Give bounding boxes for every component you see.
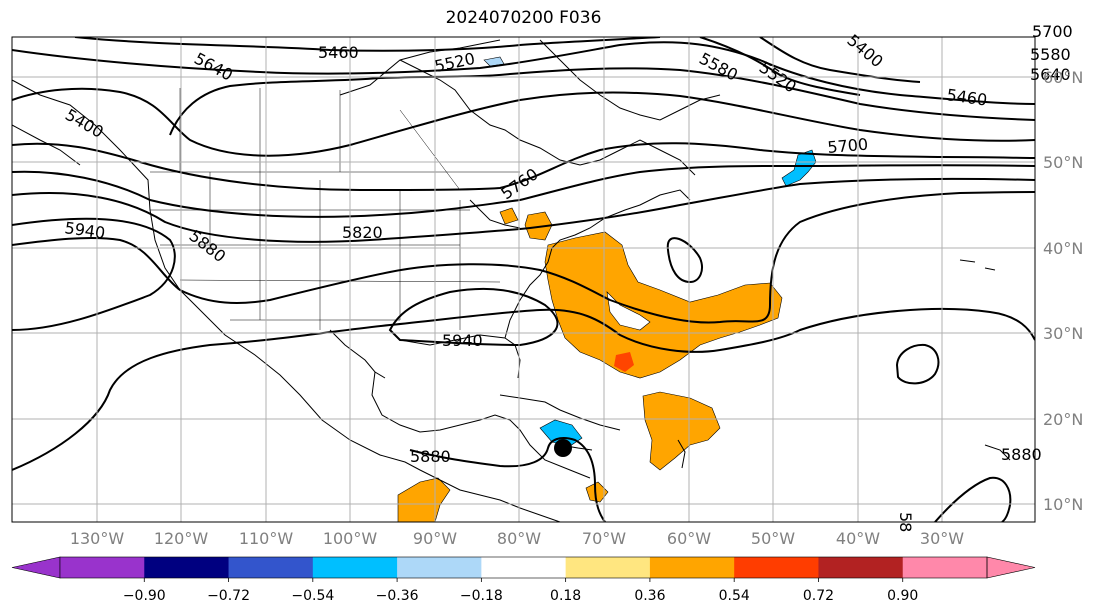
contour-label: 5640 <box>191 49 236 85</box>
colorbar-tick-label: −0.36 <box>376 588 419 604</box>
gridlines <box>12 37 1035 522</box>
colorbar-tick-label: −0.90 <box>123 588 166 604</box>
contour-label: 5700 <box>827 135 869 157</box>
colorbar-swatch <box>902 557 988 578</box>
contour-label: 5400 <box>62 105 107 142</box>
colorbar-outline <box>59 556 988 579</box>
colorbar-swatch <box>734 557 819 578</box>
longitude-label: 100°W <box>323 529 378 548</box>
state-borders <box>150 88 520 330</box>
contour-label: 5940 <box>442 331 483 350</box>
colorbar-tick-label: 0.36 <box>634 588 665 604</box>
colorbar-tick-label: 0.72 <box>803 588 834 604</box>
colorbar-swatch <box>397 557 482 578</box>
contour-label: 5460 <box>318 43 359 62</box>
colorbar-tick-label: 0.54 <box>719 588 750 604</box>
map-title: 2024070200 F036 <box>445 8 602 28</box>
latitude-label: 20°N <box>1043 410 1083 429</box>
longitude-label: 120°W <box>154 529 209 548</box>
latitude-label: 50°N <box>1043 153 1083 172</box>
colorbar-swatch <box>60 557 145 578</box>
longitude-label: 130°W <box>70 529 125 548</box>
longitude-label: 40°W <box>836 529 880 548</box>
colorbar-under-arrow <box>11 556 61 579</box>
colorbar-swatch <box>649 557 735 578</box>
positive-anomaly-shading <box>397 207 783 522</box>
colorbar-tick-label: −0.18 <box>460 588 503 604</box>
colorbar-swatch <box>228 557 314 578</box>
longitude-label: 30°W <box>920 529 964 548</box>
longitude-labels: 130°W 120°W 110°W 100°W 90°W 80°W 70°W 60°W 50°W… <box>70 529 964 548</box>
latitude-label: 30°N <box>1043 324 1083 343</box>
negative-anomaly-shading <box>483 56 817 447</box>
contour-label: 5880 <box>410 447 451 466</box>
map-frame <box>11 36 1036 523</box>
colorbar-tick-label: 0.18 <box>550 588 581 604</box>
latitude-label: 60°N <box>1043 68 1083 87</box>
contour-label: 5520 <box>756 58 800 97</box>
contour-label: 5580 <box>1030 45 1071 64</box>
latitude-label: 10°N <box>1043 495 1083 514</box>
latitude-label: 40°N <box>1043 239 1083 258</box>
colorbar-tick-label: −0.54 <box>291 588 334 604</box>
colorbar-swatch <box>312 557 398 578</box>
colorbar-swatch <box>481 557 567 578</box>
longitude-label: 50°W <box>751 529 795 548</box>
colorbar-swatch <box>818 557 904 578</box>
contour-label: 5700 <box>1032 22 1073 41</box>
colorbar-over-arrow <box>986 556 1036 579</box>
contour-label: 5520 <box>433 49 477 76</box>
colorbar <box>11 556 1036 579</box>
longitude-label: 70°W <box>582 529 626 548</box>
strong-anomaly-shading <box>614 352 634 372</box>
colorbar-swatch <box>144 557 230 578</box>
longitude-label: 90°W <box>413 529 457 548</box>
longitude-label: 110°W <box>239 529 294 548</box>
colorbar-tick-label: 0.90 <box>887 588 918 604</box>
contour-label: 5640 <box>1030 65 1071 84</box>
contour-label: 5880 <box>186 226 230 266</box>
colorbar-swatch <box>565 557 651 578</box>
longitude-label: 80°W <box>497 529 541 548</box>
contour-label: 5760 <box>497 164 541 203</box>
colorbar-tick-labels: −0.90 −0.72 −0.54 −0.36 −0.18 0.18 0.36 0.54 0.7… <box>123 578 918 604</box>
contour-label: 5820 <box>342 223 383 242</box>
colorbar-tick-label: −0.72 <box>207 588 250 604</box>
contour-label: 5880 <box>1001 445 1042 464</box>
latitude-labels: 60°N 50°N 40°N 30°N 20°N 10°N <box>1043 68 1083 514</box>
storm-center-dot <box>554 439 572 457</box>
contour-label: 5460 <box>945 85 988 109</box>
contour-label: 5580 <box>696 49 741 85</box>
height-contours <box>12 37 1035 522</box>
longitude-label: 60°W <box>667 529 711 548</box>
